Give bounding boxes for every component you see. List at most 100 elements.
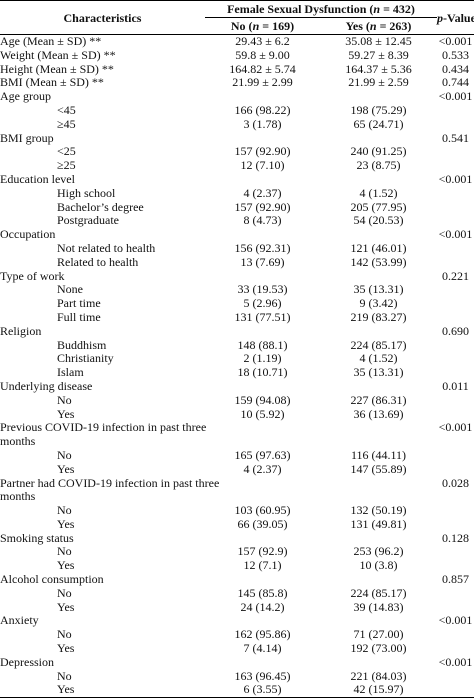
label-cell: Yes bbox=[0, 558, 205, 573]
label-cell: Related to health bbox=[0, 254, 205, 270]
table-row: Age (Mean ± SD) ** 29.43 ± 6.2 35.08 ± 12.… bbox=[0, 34, 474, 49]
yes-value: 10 (3.8) bbox=[359, 558, 398, 573]
label-cell: Weight (Mean ± SD) ** bbox=[0, 48, 205, 63]
yes-value: 71 (27.00) bbox=[353, 627, 404, 642]
yes-value: 39 (14.83) bbox=[353, 599, 404, 614]
table-row: Height (Mean ± SD) ** 164.82 ± 5.74 164.37… bbox=[0, 61, 474, 77]
table-body: Age (Mean ± SD) ** 29.43 ± 6.2 35.08 ± 12.… bbox=[0, 34, 474, 698]
label-cell: Smoking status bbox=[0, 531, 205, 546]
row-label: High school bbox=[57, 185, 116, 200]
yes-value: 35 (13.31) bbox=[353, 282, 404, 297]
yes-cell bbox=[320, 228, 437, 242]
no-cell: 165 (97.63) bbox=[205, 447, 320, 463]
no-cell: 6 (3.55) bbox=[205, 683, 320, 697]
row-label: Height (Mean ± SD) ** bbox=[0, 61, 114, 76]
row-label: Bachelor’s degree bbox=[57, 199, 144, 214]
no-cell: 33 (19.53) bbox=[205, 282, 320, 297]
table-row: Postgraduate 8 (4.73) 54 (20.53) bbox=[0, 213, 474, 228]
row-label: No bbox=[57, 544, 72, 559]
row-label: Islam bbox=[57, 365, 84, 380]
label-cell: Education level bbox=[0, 172, 205, 187]
no-value: 165 (97.63) bbox=[234, 447, 291, 462]
yes-cell: 219 (83.27) bbox=[320, 309, 437, 325]
p-cell bbox=[437, 297, 474, 311]
no-value: 8 (4.73) bbox=[243, 213, 282, 228]
table-row: Underlying disease 0.011 bbox=[0, 379, 474, 394]
p-cell bbox=[437, 145, 474, 159]
no-value: 4 (2.37) bbox=[243, 461, 282, 476]
p-cell: 0.128 bbox=[437, 530, 474, 546]
no-value: 3 (1.78) bbox=[243, 116, 282, 131]
p-cell bbox=[437, 587, 474, 601]
row-label: Yes bbox=[57, 461, 75, 476]
yes-cell: 131 (49.81) bbox=[320, 517, 437, 532]
row-label: No bbox=[57, 447, 72, 462]
yes-cell bbox=[320, 325, 437, 339]
table-row: Yes 4 (2.37) 147 (55.89) bbox=[0, 461, 474, 477]
text: = 263) bbox=[376, 19, 412, 33]
p-cell bbox=[437, 311, 474, 325]
no-cell: 148 (88.1) bbox=[205, 338, 320, 353]
yes-cell bbox=[320, 270, 437, 284]
yes-value: 164.37 ± 5.36 bbox=[345, 61, 412, 76]
row-label: Smoking status bbox=[0, 530, 74, 545]
label-cell: None bbox=[0, 283, 205, 297]
no-value: 166 (98.22) bbox=[234, 102, 291, 117]
row-label: Yes bbox=[57, 641, 75, 656]
row-label: Occupation bbox=[0, 227, 56, 242]
no-cell: 24 (14.2) bbox=[205, 600, 320, 615]
p-cell: 0.434 bbox=[437, 62, 474, 77]
p-cell: 0.011 bbox=[437, 379, 474, 394]
no-cell: 59.8 ± 9.00 bbox=[205, 48, 320, 63]
no-value: 159 (94.08) bbox=[234, 392, 291, 407]
p-value: 0.128 bbox=[442, 530, 470, 545]
table-row: Age group <0.001 bbox=[0, 89, 474, 104]
row-label: Buddhism bbox=[57, 337, 107, 352]
row-label: Part time bbox=[57, 296, 101, 311]
text: = 169) bbox=[259, 19, 295, 33]
yes-value: 121 (46.01) bbox=[350, 240, 407, 255]
label-cell: Age (Mean ± SD) ** bbox=[0, 34, 205, 49]
yes-cell bbox=[320, 132, 437, 146]
no-cell: 66 (39.05) bbox=[205, 517, 320, 532]
row-label: No bbox=[57, 627, 72, 642]
yes-value: 36 (13.69) bbox=[353, 406, 404, 421]
row-label: Related to health bbox=[57, 254, 139, 269]
label-cell: BMI (Mean ± SD) ** bbox=[0, 76, 205, 90]
p-cell bbox=[437, 518, 474, 532]
label-cell: Depression bbox=[0, 655, 205, 670]
no-header: No (n = 169) bbox=[205, 18, 320, 35]
yes-cell: 132 (50.19) bbox=[320, 503, 437, 518]
yes-cell: 71 (27.00) bbox=[320, 627, 437, 642]
text: -Value * bbox=[443, 10, 474, 25]
group-header: Female Sexual Dysfunction (n = 432) bbox=[205, 0, 438, 18]
text: n bbox=[373, 2, 381, 16]
no-cell: 4 (2.37) bbox=[205, 461, 320, 477]
row-label: Religion bbox=[0, 323, 42, 338]
yes-cell: 221 (84.03) bbox=[320, 669, 437, 684]
label-cell: No bbox=[0, 545, 205, 559]
no-value: 157 (92.90) bbox=[234, 144, 291, 159]
p-cell bbox=[437, 463, 474, 477]
label-cell: Part time bbox=[0, 296, 205, 311]
row-label: Yes bbox=[57, 599, 75, 614]
p-cell bbox=[437, 504, 474, 518]
p-value: 0.533 bbox=[442, 47, 470, 62]
yes-value: 219 (83.27) bbox=[350, 309, 407, 324]
yes-cell: 121 (46.01) bbox=[320, 240, 437, 256]
yes-cell: 36 (13.69) bbox=[320, 406, 437, 422]
no-cell: 5 (2.96) bbox=[205, 296, 320, 311]
no-cell: 156 (92.31) bbox=[205, 241, 320, 256]
p-cell bbox=[437, 394, 474, 408]
yes-value: 9 (3.42) bbox=[359, 296, 398, 311]
row-label: Age group bbox=[0, 89, 51, 104]
table-row: Islam 18 (10.71) 35 (13.31) bbox=[0, 365, 474, 380]
table-row: Yes 6 (3.55) 42 (15.97) bbox=[0, 683, 474, 697]
no-value: 157 (92.9) bbox=[237, 544, 288, 559]
table-row: Yes 12 (7.1) 10 (3.8) bbox=[0, 558, 474, 573]
p-cell bbox=[437, 256, 474, 270]
table-row: BMI group 0.541 bbox=[0, 131, 474, 146]
text: Female Sexual Dysfunction ( bbox=[227, 2, 374, 16]
